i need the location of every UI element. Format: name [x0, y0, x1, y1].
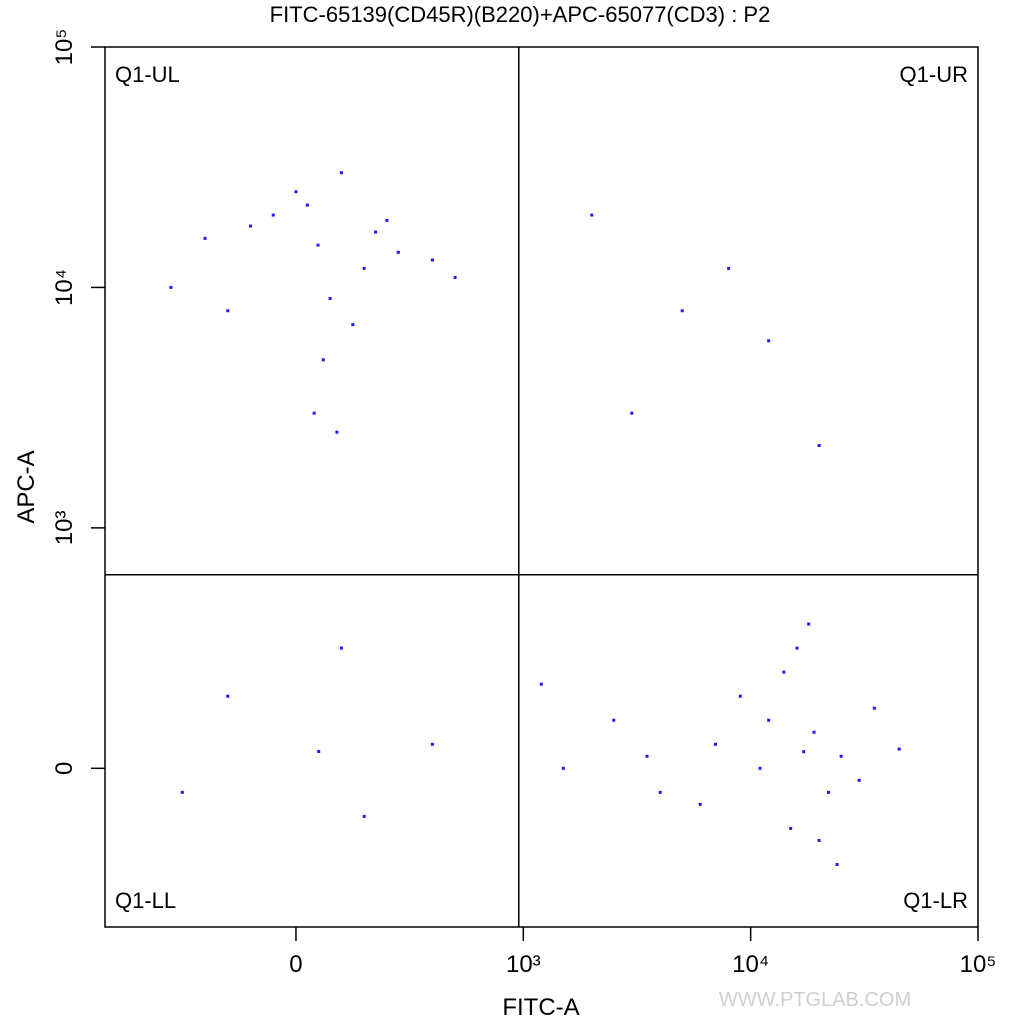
- y-tick-label: 10⁵: [51, 29, 78, 66]
- point: [539, 682, 543, 686]
- quadrant-label: Q1-UR: [900, 62, 968, 87]
- y-tick-label: 0: [51, 762, 78, 775]
- point: [294, 190, 298, 194]
- point: [374, 230, 378, 234]
- point: [180, 790, 184, 794]
- point: [738, 694, 742, 698]
- point: [385, 218, 389, 222]
- y-tick-label: 10⁴: [51, 269, 78, 306]
- point: [713, 742, 717, 746]
- point: [857, 778, 861, 782]
- point: [335, 430, 339, 434]
- point: [430, 258, 434, 262]
- point: [612, 718, 616, 722]
- point: [430, 742, 434, 746]
- point: [351, 323, 355, 327]
- x-tick-label: 10⁵: [960, 951, 997, 978]
- quadrant-label: Q1-LL: [115, 888, 176, 913]
- point: [362, 814, 366, 818]
- point: [767, 339, 771, 343]
- point: [827, 790, 831, 794]
- chart-title: FITC-65139(CD45R)(B220)+APC-65077(CD3) :…: [270, 2, 771, 27]
- x-tick-label: 10⁴: [732, 951, 769, 978]
- x-tick-label: 10³: [506, 951, 541, 978]
- point: [812, 730, 816, 734]
- point: [339, 646, 343, 650]
- y-tick-label: 10³: [51, 511, 78, 546]
- point: [226, 694, 230, 698]
- point: [590, 213, 594, 217]
- point: [835, 862, 839, 866]
- point: [872, 706, 876, 710]
- watermark: WWW.PTGLAB.COM: [719, 989, 911, 1011]
- point: [645, 754, 649, 758]
- y-axis-label: APC-A: [13, 450, 40, 523]
- point: [658, 790, 662, 794]
- point: [203, 236, 207, 240]
- point: [226, 309, 230, 313]
- point: [839, 754, 843, 758]
- point: [897, 747, 901, 751]
- point: [312, 411, 316, 415]
- point: [680, 309, 684, 313]
- point: [453, 275, 457, 279]
- point: [305, 203, 309, 207]
- point: [727, 266, 731, 270]
- point: [758, 766, 762, 770]
- point: [789, 826, 793, 830]
- point: [317, 749, 321, 753]
- quadrant-label: Q1-UL: [115, 62, 180, 87]
- point: [767, 718, 771, 722]
- point: [321, 358, 325, 362]
- point: [316, 243, 320, 247]
- point: [396, 250, 400, 254]
- point: [817, 838, 821, 842]
- point: [271, 213, 275, 217]
- point: [807, 622, 811, 626]
- x-tick-label: 0: [289, 951, 302, 978]
- point: [698, 802, 702, 806]
- point: [328, 296, 332, 300]
- plot-frame: [104, 46, 979, 928]
- point: [169, 285, 173, 289]
- point: [339, 171, 343, 175]
- point: [362, 266, 366, 270]
- point: [630, 411, 634, 415]
- point: [249, 224, 252, 228]
- point: [817, 444, 821, 448]
- point: [802, 750, 806, 754]
- point: [561, 766, 565, 770]
- x-axis-label: FITC-A: [502, 994, 579, 1021]
- quadrant-label: Q1-LR: [903, 888, 968, 913]
- point: [782, 670, 786, 674]
- point: [795, 646, 799, 650]
